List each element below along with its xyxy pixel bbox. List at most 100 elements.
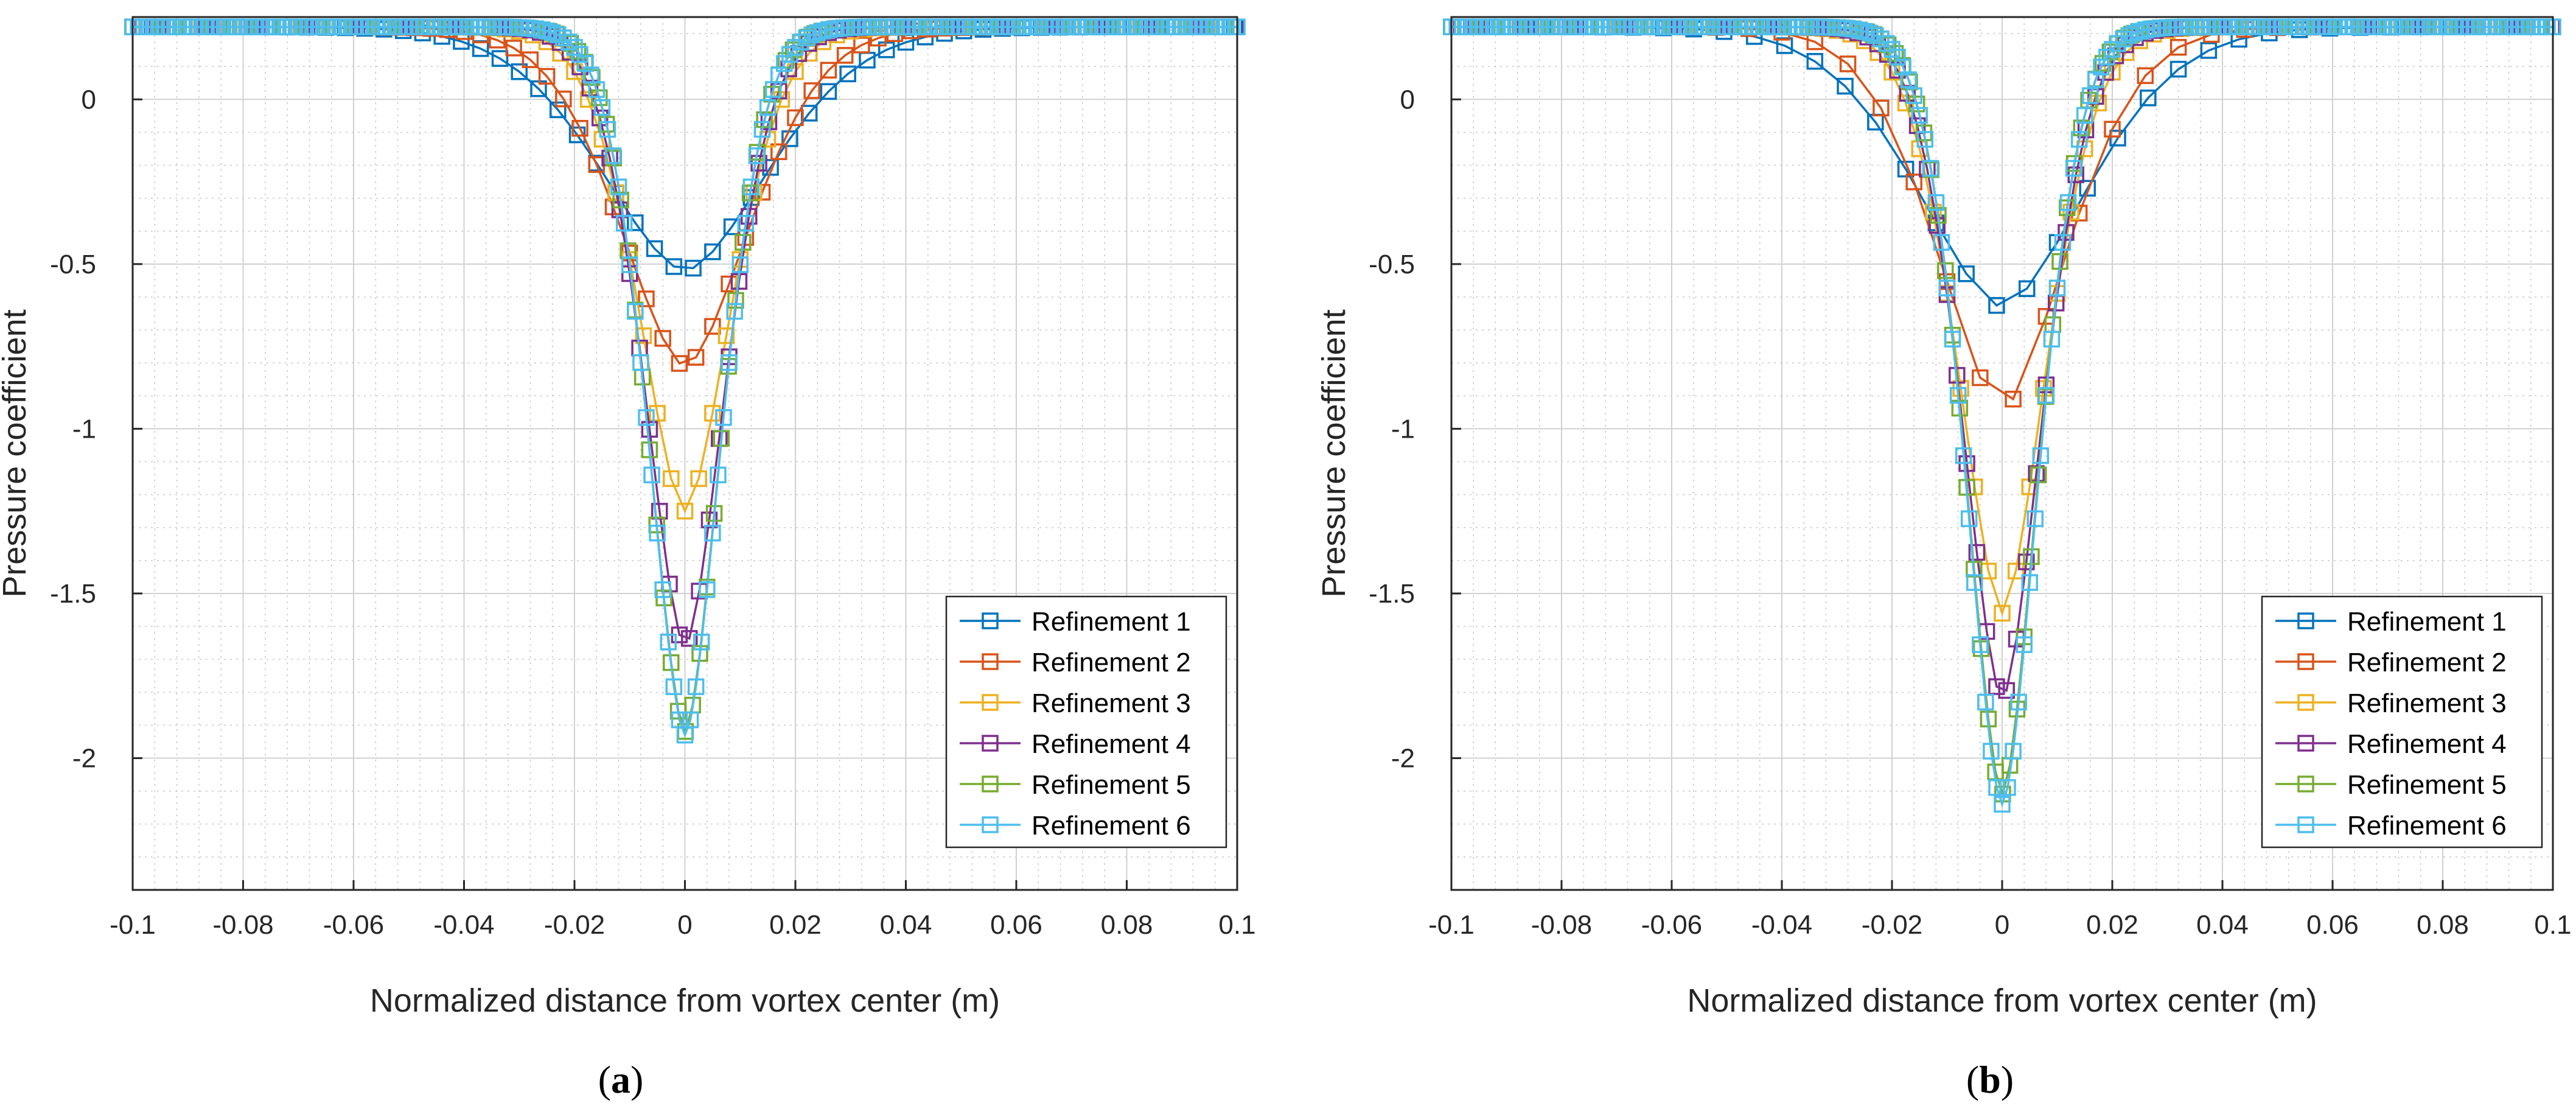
data-point — [2037, 387, 2055, 404]
data-point — [731, 256, 749, 273]
data-point — [627, 303, 644, 320]
data-point — [742, 178, 760, 195]
data-point — [726, 303, 743, 320]
data-point — [505, 40, 522, 57]
data-point — [1806, 53, 1824, 70]
data-point — [665, 258, 683, 275]
data-point — [704, 525, 721, 542]
ticks-a: -0.1 -0.08 -0.06 -0.04 -0.02 0 0.02 0.04 0.06 0.0… — [50, 85, 1255, 940]
data-point — [1944, 331, 1961, 348]
series-1 — [124, 18, 1243, 277]
legend-entry: Refinement 3 — [960, 688, 1191, 718]
series-6 — [124, 18, 1246, 744]
data-point — [753, 121, 771, 138]
data-point — [690, 470, 707, 488]
caption-close-b: ) — [2001, 1058, 2014, 1101]
data-point — [1900, 71, 1917, 88]
x-tick-label: -0.1 — [1428, 910, 1475, 940]
data-point — [693, 633, 710, 651]
series-2 — [1443, 18, 2550, 408]
legend-entry: Refinement 6 — [2275, 811, 2507, 841]
data-point — [560, 33, 578, 51]
y-tick-label: 0 — [1400, 85, 1415, 114]
x-axis-label-a: Normalized distance from vortex center (… — [370, 982, 1000, 1019]
series-1 — [1443, 18, 2550, 314]
y-tick-label: -1 — [1391, 414, 1415, 444]
data-point — [1878, 35, 1895, 52]
legend-marker — [982, 775, 999, 793]
data-point — [1922, 159, 1939, 177]
legend-entry: Refinement 4 — [2275, 729, 2507, 759]
legend-marker — [2297, 612, 2314, 629]
data-point — [2104, 121, 2121, 138]
data-point — [2032, 447, 2050, 464]
data-point — [1850, 21, 1868, 39]
caption-letter-a: a — [611, 1058, 630, 1101]
data-point — [1862, 24, 1879, 42]
data-point — [538, 23, 556, 40]
data-point — [638, 409, 655, 426]
data-point — [538, 68, 556, 85]
legend-label: Refinement 1 — [2347, 607, 2507, 637]
x-tick-label: 0.02 — [769, 910, 822, 940]
data-point — [643, 466, 660, 484]
data-point — [759, 99, 777, 116]
series-b — [1443, 18, 2561, 813]
x-tick-label: -0.1 — [110, 910, 156, 940]
x-tick-label: 0.06 — [990, 910, 1042, 940]
data-point — [1988, 678, 2005, 695]
legend-label: Refinement 5 — [1031, 770, 1191, 800]
legend-entry: Refinement 1 — [2275, 607, 2507, 637]
data-point — [787, 109, 804, 127]
data-point — [1856, 23, 1873, 40]
data-point — [756, 111, 773, 128]
data-point — [820, 61, 837, 79]
data-point — [2087, 71, 2104, 88]
data-point — [776, 55, 793, 72]
data-point — [2073, 119, 2090, 136]
x-tick-label: -0.04 — [1751, 910, 1812, 940]
data-point — [2010, 693, 2027, 711]
data-point — [2120, 27, 2137, 44]
legend-label: Refinement 4 — [1031, 729, 1191, 759]
panel-caption-b: (b) — [1966, 1058, 2014, 1101]
data-point — [2005, 743, 2022, 760]
data-point — [571, 46, 588, 63]
data-point — [611, 201, 629, 219]
data-point — [555, 29, 572, 46]
legend-entry: Refinement 1 — [960, 607, 1191, 637]
data-point — [2016, 636, 2033, 653]
series-a — [124, 18, 1246, 744]
data-point — [2131, 23, 2148, 40]
x-tick-label: 0.04 — [880, 910, 932, 940]
data-point — [641, 421, 658, 438]
data-point — [2018, 280, 2036, 297]
data-point — [1977, 693, 1994, 711]
x-tick-label: -0.02 — [1862, 910, 1922, 940]
ticks-b: -0.1 -0.08 -0.06 -0.04 -0.02 0 0.02 0.04 0.06 0.0… — [1369, 85, 2571, 940]
x-tick-label: -0.02 — [544, 910, 605, 940]
data-point — [663, 470, 680, 488]
data-point — [665, 678, 683, 695]
data-point — [654, 581, 671, 598]
x-tick-label: 0.1 — [2534, 910, 2571, 940]
series-line — [133, 26, 1235, 270]
data-point — [1955, 447, 1972, 464]
data-point — [2076, 107, 2093, 124]
data-point — [770, 66, 787, 84]
data-point — [2126, 24, 2143, 42]
caption-letter-b: b — [1979, 1058, 2001, 1101]
data-point — [1994, 604, 2011, 622]
data-point — [809, 24, 826, 41]
data-point — [798, 29, 815, 46]
x-tick-label: -0.06 — [1641, 910, 1702, 940]
data-point — [1972, 636, 1989, 653]
data-point — [2070, 131, 2088, 148]
data-point — [737, 214, 755, 232]
y-tick-label: -1.5 — [50, 579, 96, 609]
legend-marker — [982, 653, 999, 670]
data-point — [681, 630, 698, 647]
data-point — [853, 37, 870, 54]
x-tick-label: -0.04 — [433, 910, 494, 940]
series-2 — [124, 18, 1235, 372]
